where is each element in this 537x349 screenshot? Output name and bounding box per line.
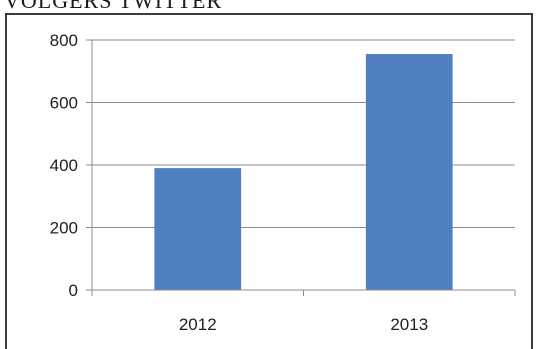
- bar-2012: [154, 168, 241, 290]
- x-tick-label: 2012: [179, 315, 217, 334]
- bars: [154, 54, 452, 290]
- y-tick-label: 0: [69, 281, 78, 300]
- y-tick-label: 800: [50, 31, 78, 50]
- x-tick-label: 2013: [390, 315, 428, 334]
- y-tick-label: 600: [50, 94, 78, 113]
- bar-2013: [366, 54, 453, 290]
- y-tick-label: 400: [50, 156, 78, 175]
- y-tick-label: 200: [50, 219, 78, 238]
